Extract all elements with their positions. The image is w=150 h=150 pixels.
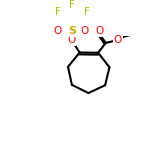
Text: O: O <box>81 26 89 36</box>
Text: S: S <box>68 26 76 36</box>
Text: O: O <box>96 27 104 36</box>
Text: F: F <box>55 7 61 17</box>
Text: O: O <box>114 35 122 45</box>
Text: O: O <box>54 26 62 36</box>
Text: F: F <box>69 0 75 10</box>
Text: O: O <box>67 35 75 45</box>
Text: F: F <box>84 7 89 17</box>
